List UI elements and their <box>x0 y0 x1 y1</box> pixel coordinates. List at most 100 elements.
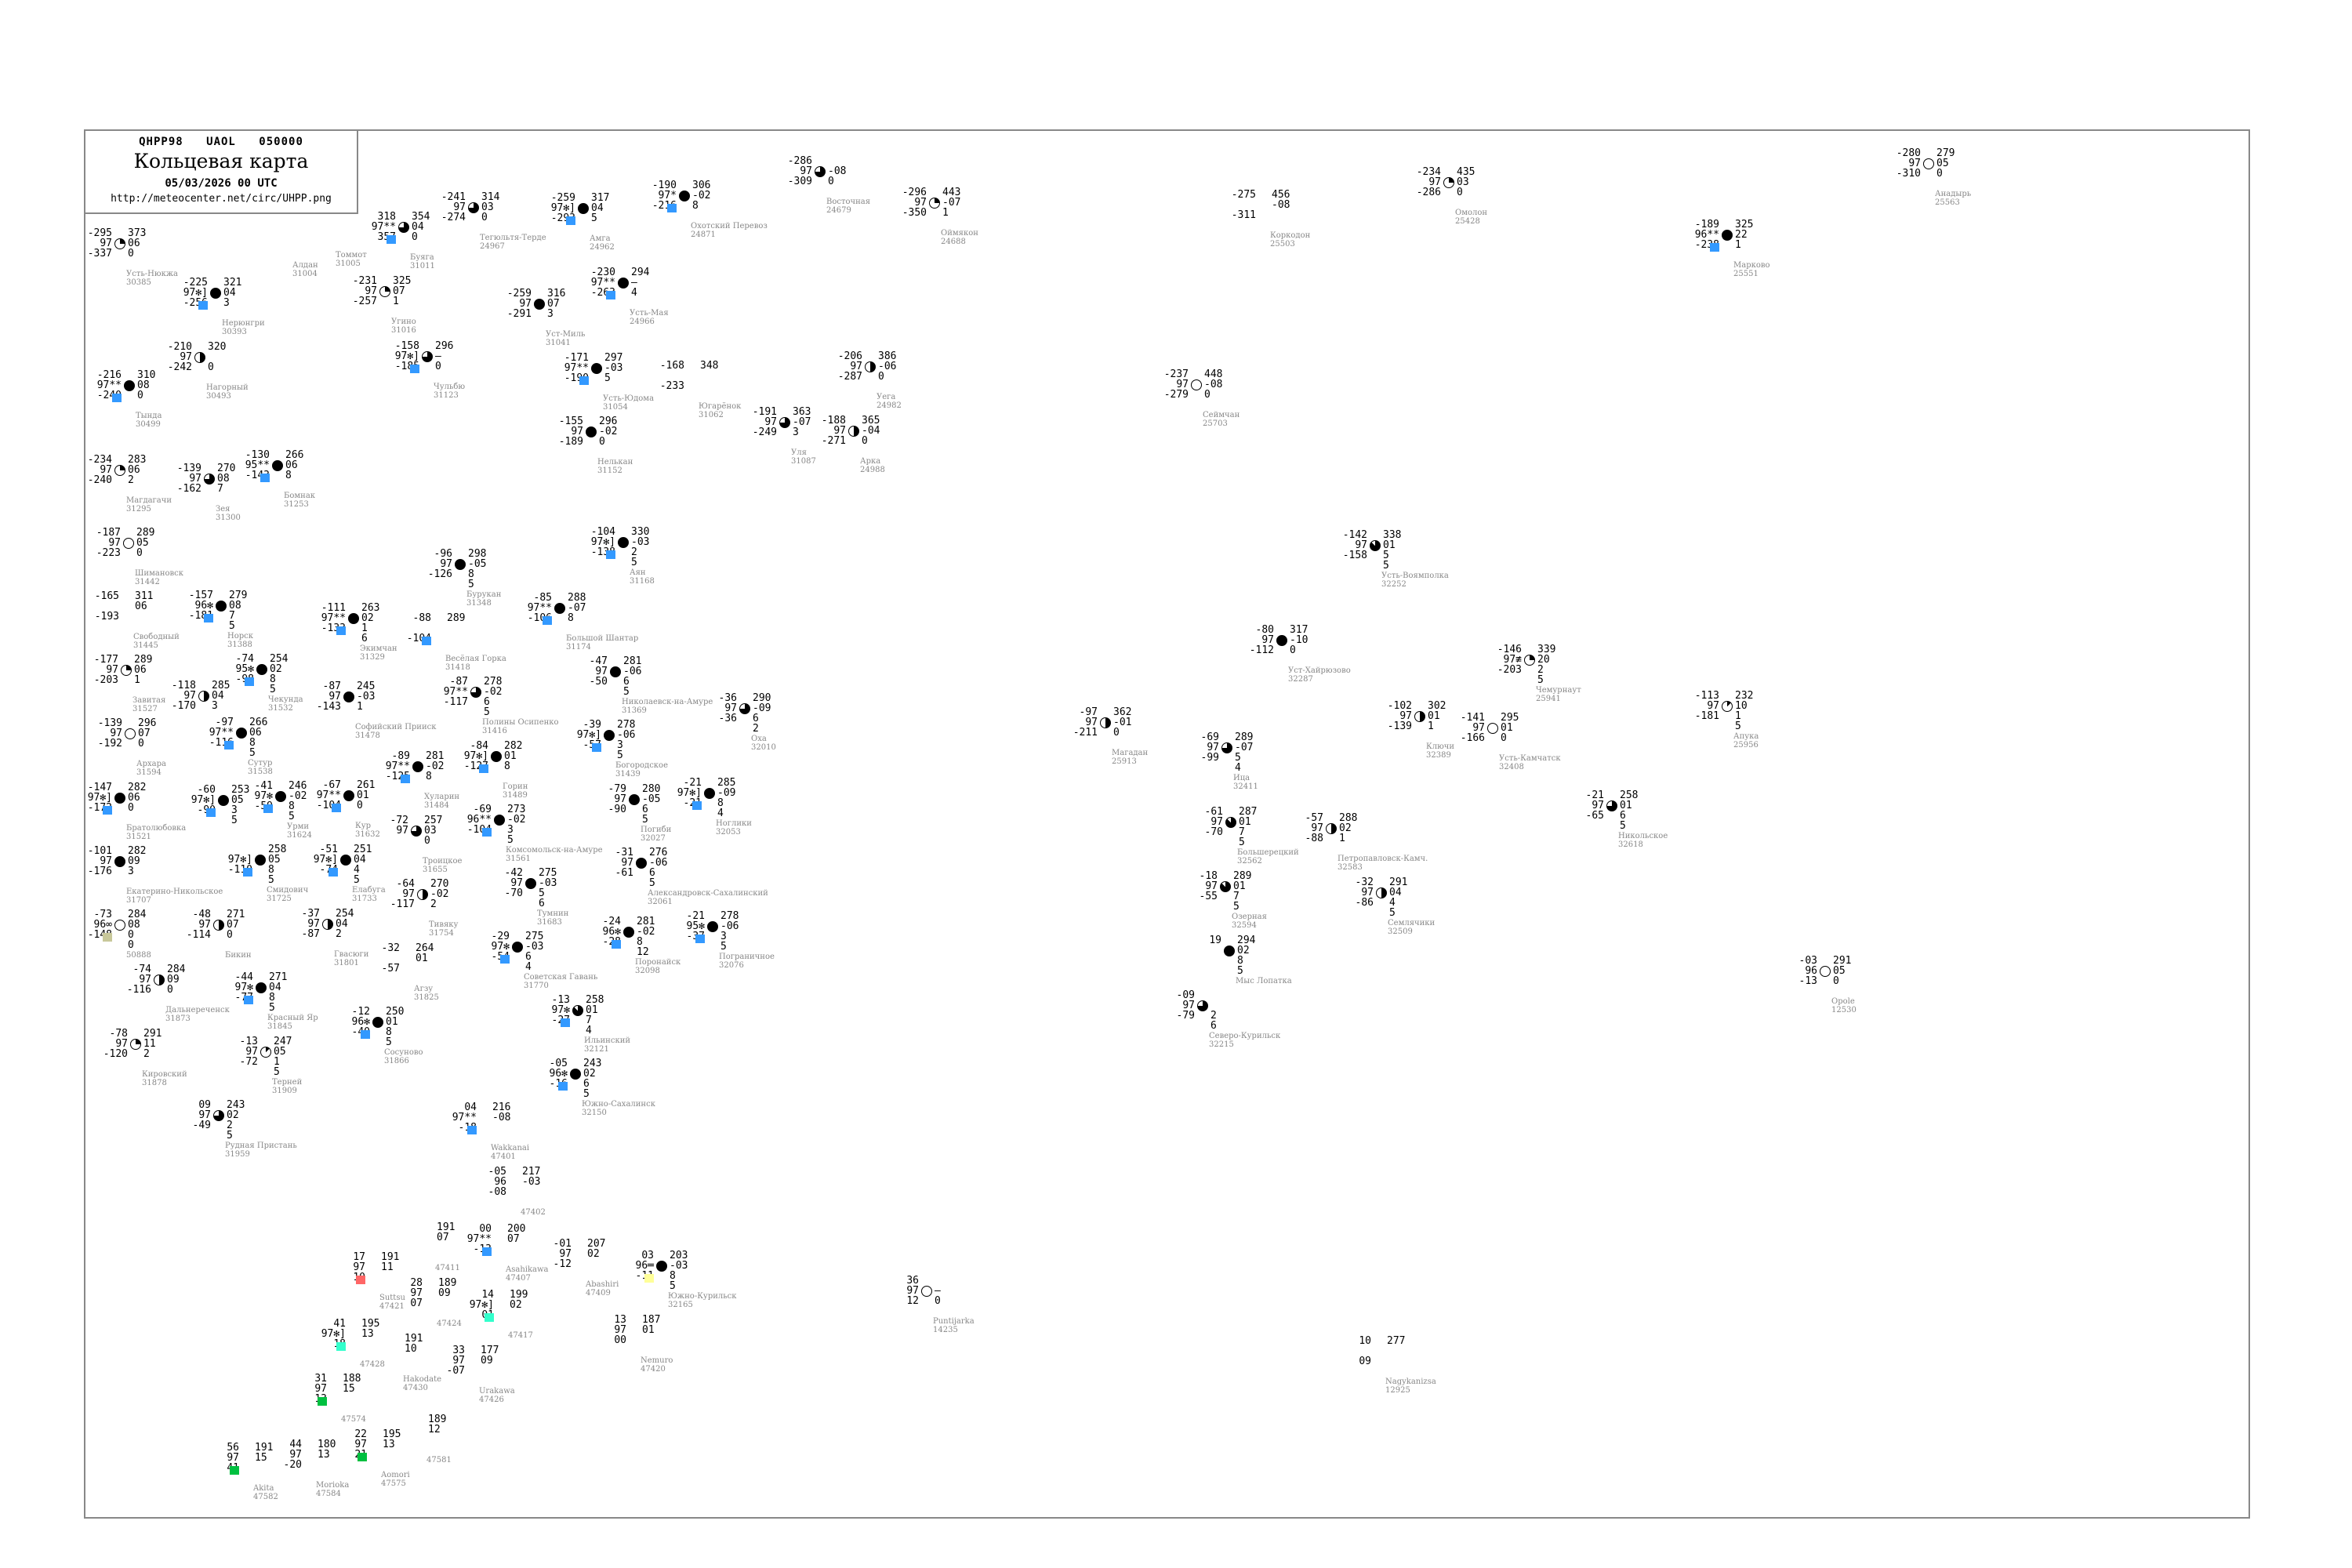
station-value-tr: 243 <box>583 1058 602 1069</box>
station-id: 31439 <box>615 770 641 779</box>
weather-marker-icon <box>260 474 270 482</box>
station-value-ml: 97✻] <box>321 1328 346 1340</box>
station-value-ml: 97 <box>1261 634 1274 646</box>
map-date: 05/03/2026 00 UTC <box>165 177 278 190</box>
station-value-tr: 250 <box>386 1006 405 1018</box>
station-label: Усть-Мая 24966 <box>630 309 669 326</box>
station-value-ml: 97 <box>1399 710 1412 722</box>
station-name: Свободный <box>133 633 180 641</box>
station-label: Тумнин 31683 <box>537 909 568 927</box>
station-name: Смидович <box>267 886 309 895</box>
station-value-tl: -206 <box>837 350 862 362</box>
station-id: 47420 <box>641 1365 666 1374</box>
station-name: Чульбю <box>434 383 466 391</box>
station-value-ml: 97** <box>466 1233 492 1245</box>
station-value-tr: 291 <box>1389 877 1408 888</box>
station-value-br2: 5 <box>649 877 655 889</box>
station-id: 14235 <box>933 1326 958 1334</box>
station-name: Тивяку <box>429 920 459 929</box>
station-value-tl: -72 <box>390 815 408 826</box>
cloud-cover-circle-icon <box>1191 379 1202 390</box>
station-value-tr: 276 <box>649 847 668 858</box>
station-value-bl: -291 <box>506 308 532 320</box>
station-value-tl: -61 <box>1204 806 1223 818</box>
station-label: Аян 31168 <box>630 568 655 586</box>
station-value-tl: 00 <box>479 1223 492 1235</box>
station-value-br: 6 <box>753 713 759 724</box>
station-value-ml: 97 <box>1085 717 1098 728</box>
station-value-tr: 245 <box>357 681 376 692</box>
cloud-cover-circle-icon <box>256 982 267 993</box>
station-value-tr: 281 <box>637 916 655 927</box>
station-value-bl: -158 <box>1342 550 1367 561</box>
weather-marker-icon <box>198 301 208 310</box>
station-value-br: 0 <box>935 1295 941 1307</box>
station-value-bl: -126 <box>427 568 452 580</box>
weather-marker-icon <box>485 1313 494 1322</box>
station-value-tr: 321 <box>223 277 242 289</box>
station-name: Nagykanizsa <box>1385 1377 1436 1386</box>
station-label: Morioka 47584 <box>316 1481 349 1498</box>
station-value-tl: -171 <box>564 352 589 364</box>
cloud-cover-circle-icon <box>1524 655 1535 666</box>
station-value-ml: 97 <box>1210 816 1223 828</box>
station-value-bl: -79 <box>1176 1010 1195 1022</box>
station-value-bl: -57 <box>381 963 400 975</box>
station-value-tl: -118 <box>171 680 196 691</box>
station-value-mr: -09 <box>717 787 736 799</box>
station-value-br: 1 <box>393 296 399 307</box>
station-id: 25703 <box>1203 419 1228 428</box>
station-value-bl: -90 <box>608 804 626 815</box>
station-label: Ица 32411 <box>1233 774 1258 791</box>
station-value-br: 8 <box>1237 955 1243 967</box>
station-value-tr: 325 <box>1735 219 1754 230</box>
station-id: 31725 <box>267 895 292 903</box>
station-value-mr: -02 <box>426 760 445 772</box>
station-value-mr: 09 <box>481 1355 493 1367</box>
station-label: Чульбю 31123 <box>434 383 465 400</box>
station-value-tl: -84 <box>470 740 488 752</box>
station-value-tl: -113 <box>1694 690 1719 702</box>
station-id: 32287 <box>1288 675 1313 684</box>
station-value-br2: 5 <box>484 706 490 718</box>
station-name: Северо-Курильск <box>1209 1032 1281 1040</box>
station-value-br: 7 <box>586 1014 592 1026</box>
station-value-mr: -08 <box>492 1112 511 1123</box>
weather-marker-icon <box>606 550 615 559</box>
map-url[interactable]: http://meteocenter.net/circ/UHPP.png <box>111 193 332 205</box>
weather-marker-icon <box>482 1247 492 1256</box>
station-value-br: 3 <box>128 866 134 877</box>
station-value-bl: -240 <box>87 474 112 486</box>
station-value-ml: 97 <box>198 919 211 931</box>
station-value-tr: 266 <box>285 449 304 461</box>
station-value-bl: -166 <box>1460 732 1485 744</box>
station-id: 31845 <box>267 1022 292 1031</box>
station-value-ml: 96✻ <box>351 1016 370 1028</box>
station-name: Ица <box>1233 774 1250 782</box>
station-id: 24982 <box>877 401 902 410</box>
station-value-tl: -32 <box>1355 877 1374 888</box>
station-label: Советская Гавань 31770 <box>524 973 597 990</box>
station-value-mr: 02 <box>583 1068 596 1080</box>
station-value-ml: 97✻] <box>590 536 615 548</box>
station-value-tr: 296 <box>138 717 157 729</box>
station-value-ml: 97 <box>850 361 862 372</box>
station-value-mr: 04 <box>212 690 224 702</box>
station-name: Оха <box>751 735 767 743</box>
weather-marker-icon <box>206 808 216 817</box>
station-value-tr: 354 <box>412 211 430 223</box>
station-value-br: 4 <box>354 864 360 876</box>
station-value-ml: 97 <box>1472 722 1485 734</box>
station-value-tr: 191 <box>405 1333 423 1345</box>
station-value-mr: 10 <box>1735 700 1748 712</box>
cloud-cover-circle-icon <box>398 222 409 233</box>
station-value-tl: -13 <box>239 1036 258 1047</box>
station-value-tr: 258 <box>586 994 604 1006</box>
station-value-mr: 12 <box>428 1424 441 1436</box>
station-value-mr: 05 <box>274 1046 286 1058</box>
station-value-ml: 97✻ <box>551 1004 570 1016</box>
station-value-ml: 95✻ <box>686 920 705 932</box>
station-value-tl: -231 <box>352 275 377 287</box>
station-id: 32098 <box>635 967 660 975</box>
station-label: Тында 30499 <box>136 412 162 429</box>
